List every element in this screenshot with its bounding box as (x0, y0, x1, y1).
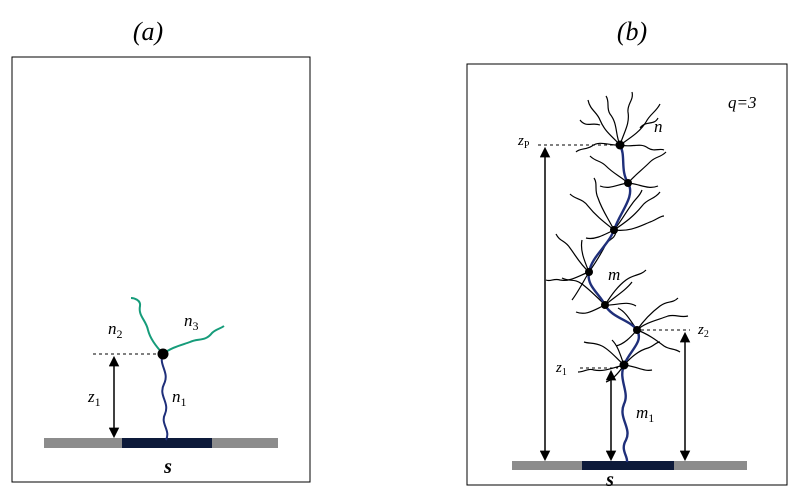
branch (623, 341, 661, 366)
panel-a-branch-point (157, 348, 169, 360)
panel-b-label-q: q=3 (728, 93, 756, 112)
panel-b-backbone (587, 144, 640, 463)
panel-b-branch-point (633, 326, 641, 334)
branch (604, 302, 637, 307)
panel-a-label-s: s (163, 456, 172, 478)
branch (561, 277, 606, 306)
branch (604, 269, 647, 306)
branch (555, 233, 590, 273)
branch (583, 341, 625, 366)
branch (619, 91, 633, 146)
branch (577, 364, 625, 373)
panel-b: (b) (466, 17, 788, 488)
panel-b-branch-point (615, 140, 625, 150)
panel-a: (a) n2 n3 n1 z1 s (11, 17, 311, 483)
branch (605, 95, 621, 146)
panel-b-branch-point (601, 301, 609, 309)
panel-b-branch-point (610, 226, 618, 234)
branch (604, 281, 633, 306)
branch (579, 119, 601, 126)
branch (619, 103, 661, 146)
panel-a-graft-patch (122, 438, 212, 448)
branch (627, 151, 667, 184)
branch (575, 304, 606, 314)
panel-a-side-chain-n3 (162, 325, 225, 355)
branch (636, 297, 679, 331)
panel-b-label-n: n (654, 117, 663, 136)
panel-a-label-n1: n1 (172, 387, 187, 409)
branch (639, 117, 659, 129)
branch (599, 182, 629, 188)
branch (593, 177, 615, 231)
panel-b-label-z1: z1 (555, 360, 567, 378)
panel-b-label-zp: zP (517, 133, 530, 151)
panel-a-label-n3: n3 (184, 311, 199, 333)
panel-a-label-n2: n2 (108, 319, 123, 341)
panel-a-label-z1: z1 (87, 387, 101, 409)
panel-a-title: (a) (133, 17, 163, 46)
panel-b-label-s: s (605, 469, 614, 488)
panel-b-title: (b) (617, 17, 647, 46)
panel-b-label-m1: m1 (636, 403, 654, 425)
panel-b-label-m: m (608, 265, 620, 284)
panel-b-graft-patch (582, 461, 674, 470)
branch (636, 314, 689, 331)
branch (580, 239, 590, 273)
branch (613, 215, 665, 231)
panel-b-branch-point (624, 179, 632, 187)
branch (589, 155, 629, 184)
panel-b-label-z2: z2 (697, 322, 709, 340)
panel-b-frame (466, 63, 788, 486)
panel-b-branch-point (585, 268, 593, 276)
branch (636, 329, 681, 353)
panel-a-backbone-n1 (160, 353, 169, 441)
branch (613, 189, 643, 231)
branch (619, 144, 665, 151)
panel-a-frame (11, 56, 311, 483)
branch (627, 182, 659, 188)
branch (613, 191, 661, 231)
panel-b-branches (545, 91, 689, 383)
branch (587, 99, 621, 146)
panel-a-side-chain-n2 (130, 297, 164, 355)
panel-b-branch-point (619, 360, 629, 370)
branch (569, 193, 615, 231)
